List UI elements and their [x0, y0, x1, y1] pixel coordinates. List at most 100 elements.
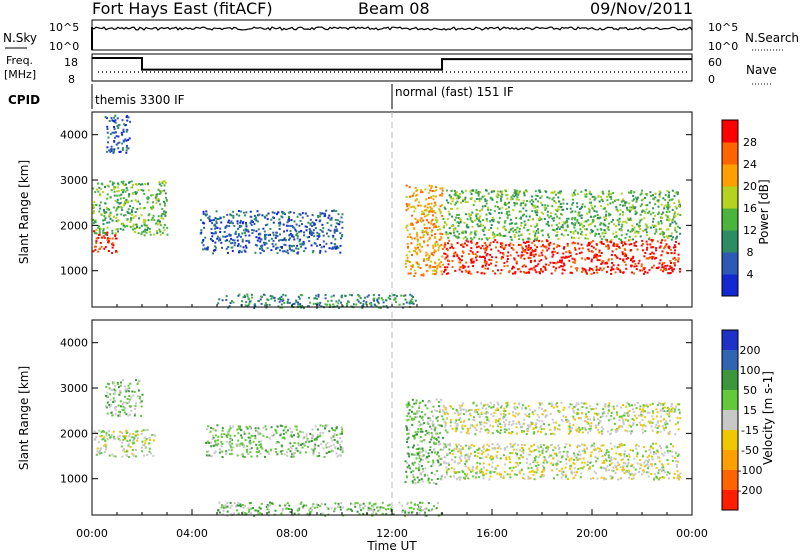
heat-cell [488, 229, 491, 231]
heat-cell [242, 455, 245, 458]
heat-cell [601, 261, 604, 264]
heat-cell [333, 231, 336, 234]
heat-cell [431, 434, 434, 437]
heat-cell [615, 452, 618, 455]
heat-cell [413, 478, 416, 481]
heat-cell [451, 200, 454, 203]
heat-cell [676, 477, 679, 480]
heat-cell [129, 220, 132, 223]
heat-cell [236, 239, 239, 242]
heat-cell [122, 228, 125, 231]
heat-cell [334, 225, 337, 228]
heat-cell [231, 222, 234, 225]
heat-cell [417, 481, 420, 484]
heat-cell [316, 298, 319, 300]
heat-cell [427, 191, 430, 194]
heat-cell [254, 429, 257, 432]
heat-cell [588, 244, 590, 246]
heat-cell [122, 379, 124, 382]
heat-cell [627, 229, 630, 232]
heat-cell [511, 194, 514, 197]
heat-cell [454, 456, 457, 459]
heat-cell [272, 216, 275, 219]
heat-cell [423, 422, 426, 425]
heat-cell [677, 453, 680, 456]
heat-cell [496, 443, 499, 446]
heat-cell [460, 244, 463, 246]
heat-cell [369, 302, 372, 305]
heat-cell [486, 267, 489, 270]
heat-cell [640, 218, 643, 221]
heat-cell [623, 248, 626, 251]
heat-cell [121, 408, 124, 411]
heat-cell [530, 450, 533, 453]
heat-cell [448, 463, 450, 466]
sky-left-tick-bottom: 10^0 [49, 40, 79, 53]
heat-cell [488, 445, 491, 447]
heat-cell [278, 297, 281, 300]
heat-cell [524, 250, 527, 253]
heat-cell [554, 269, 557, 272]
heat-cell [501, 242, 504, 245]
heat-cell [552, 219, 555, 222]
heat-cell [341, 428, 344, 431]
heat-cell [573, 258, 576, 261]
heat-cell [476, 255, 478, 258]
heat-cell [92, 222, 95, 225]
heat-cell [314, 425, 317, 428]
heat-cell [500, 473, 502, 476]
heat-cell [426, 270, 429, 272]
heat-cell [119, 384, 122, 387]
heat-cell [451, 453, 454, 456]
heat-cell [657, 478, 660, 481]
heat-cell [458, 261, 461, 264]
heat-cell [653, 226, 655, 229]
heat-cell [540, 201, 543, 204]
heat-cell [155, 222, 158, 225]
heat-cell [269, 233, 271, 236]
heat-cell [409, 223, 412, 226]
heat-cell [441, 204, 444, 206]
heat-cell [496, 234, 499, 236]
heat-cell [279, 238, 282, 241]
heat-cell [446, 255, 449, 258]
heat-cell [161, 182, 164, 184]
heat-cell [524, 242, 527, 244]
heat-cell [130, 452, 133, 455]
heat-cell [273, 299, 276, 302]
heat-cell [347, 300, 350, 303]
heat-cell [478, 469, 481, 472]
heat-cell [613, 457, 616, 460]
heat-cell [598, 232, 601, 235]
station-title: Fort Hays East (fitACF) [92, 0, 273, 18]
heat-cell [455, 424, 458, 427]
heat-cell [116, 194, 119, 197]
heat-cell [558, 469, 561, 472]
heat-cell [633, 244, 636, 247]
heat-cell [427, 401, 430, 404]
heat-cell [614, 464, 617, 467]
heat-cell [418, 248, 421, 251]
heat-cell [623, 472, 626, 475]
heat-cell [525, 245, 528, 248]
heat-cell [161, 190, 164, 193]
heat-cell [544, 255, 547, 258]
heat-cell [236, 428, 239, 431]
heat-cell [311, 428, 314, 431]
heat-cell [112, 397, 115, 400]
heat-cell [130, 186, 133, 189]
heat-cell [245, 246, 248, 249]
heat-cell [653, 232, 656, 235]
heat-cell [148, 227, 151, 230]
heat-cell [518, 227, 521, 230]
heat-cell [276, 441, 279, 443]
heat-cell [647, 475, 650, 478]
heat-cell [657, 472, 660, 475]
heat-cell [599, 267, 602, 270]
heat-cell [264, 224, 267, 227]
heat-cell [441, 233, 444, 236]
heat-cell [405, 259, 408, 262]
heat-cell [577, 242, 580, 245]
heat-cell [443, 252, 446, 255]
heat-cell [430, 234, 433, 237]
